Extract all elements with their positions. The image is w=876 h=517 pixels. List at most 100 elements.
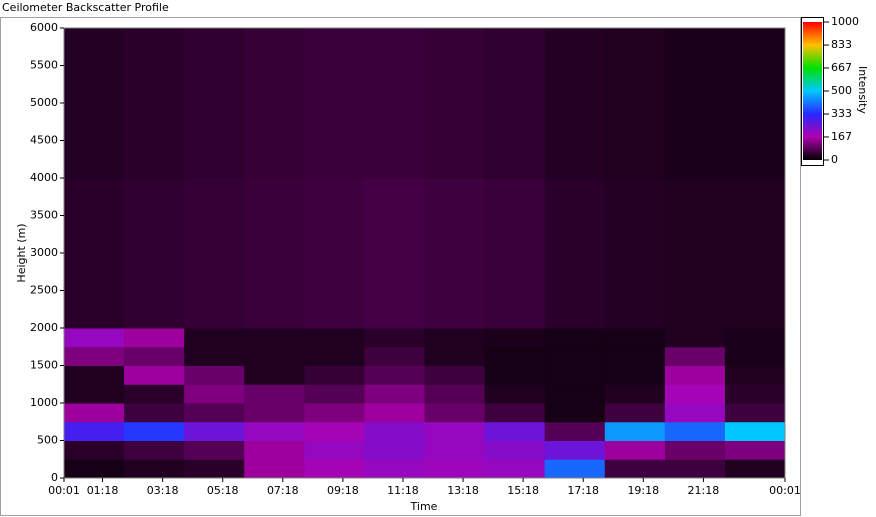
heatmap-cell xyxy=(244,365,305,385)
heatmap-cell xyxy=(484,403,546,423)
heatmap-cell xyxy=(244,440,305,460)
colorbar-tick-label: 333 xyxy=(831,107,852,120)
heatmap-cell xyxy=(484,215,546,235)
heatmap-cell xyxy=(364,121,425,141)
heatmap-cell xyxy=(424,346,486,366)
heatmap-cell xyxy=(124,365,185,385)
x-tick-label: 17:18 xyxy=(567,484,599,497)
heatmap-cell xyxy=(544,328,606,348)
heatmap-cell xyxy=(604,421,666,441)
heatmap-cell xyxy=(664,84,726,104)
heatmap-cell xyxy=(124,140,185,160)
heatmap-cell xyxy=(184,253,245,273)
heatmap-cell xyxy=(664,403,726,423)
heatmap-cell xyxy=(544,421,606,441)
heatmap-cell xyxy=(484,365,546,385)
y-tick-label: 3500 xyxy=(30,209,58,222)
heatmap-cell xyxy=(544,215,606,235)
heatmap-cell xyxy=(544,159,606,179)
heatmap-cell xyxy=(64,384,125,404)
heatmap-cell xyxy=(724,309,786,329)
heatmap-cell xyxy=(544,65,606,85)
heatmap-cell xyxy=(64,121,125,141)
x-tick-label: 03:18 xyxy=(147,484,179,497)
heatmap-cell xyxy=(604,215,666,235)
heatmap-cell xyxy=(724,365,786,385)
heatmap-cell xyxy=(424,440,486,460)
heatmap-cell xyxy=(424,103,486,123)
heatmap-cell xyxy=(604,403,666,423)
heatmap-cell xyxy=(664,215,726,235)
heatmap-cell xyxy=(364,290,425,310)
heatmap-cell xyxy=(664,140,726,160)
heatmap-cell xyxy=(544,290,606,310)
colorbar xyxy=(803,22,822,160)
heatmap-cell xyxy=(184,65,245,85)
heatmap-cell xyxy=(724,234,786,254)
heatmap-cell xyxy=(544,271,606,291)
colorbar-tick-label: 833 xyxy=(831,38,852,51)
heatmap-cell xyxy=(604,309,666,329)
heatmap-cell xyxy=(424,253,486,273)
heatmap-cell xyxy=(64,103,125,123)
heatmap-cell xyxy=(664,346,726,366)
heatmap-cell xyxy=(64,253,125,273)
heatmap-cell xyxy=(484,28,546,48)
heatmap-cell xyxy=(244,403,305,423)
y-tick-label: 5500 xyxy=(30,59,58,72)
heatmap-cell xyxy=(184,103,245,123)
heatmap-cell xyxy=(184,384,245,404)
heatmap-cell xyxy=(304,28,365,48)
heatmap-cell xyxy=(244,28,305,48)
heatmap-cell xyxy=(304,328,365,348)
heatmap-cell xyxy=(724,459,786,479)
y-tick-label: 2000 xyxy=(30,321,58,334)
heatmap-cell xyxy=(724,421,786,441)
x-axis-label: Time xyxy=(410,500,438,513)
heatmap-cell xyxy=(664,196,726,216)
heatmap-cell xyxy=(124,121,185,141)
heatmap-cell xyxy=(124,421,185,441)
x-tick-label: 13:18 xyxy=(447,484,479,497)
heatmap-cell xyxy=(604,121,666,141)
x-tick-label: 09:18 xyxy=(327,484,359,497)
heatmap-cell xyxy=(64,309,125,329)
heatmap-cell xyxy=(64,159,125,179)
heatmap-cell xyxy=(64,234,125,254)
heatmap-cell xyxy=(544,346,606,366)
heatmap-cell xyxy=(424,234,486,254)
heatmap-cell xyxy=(424,121,486,141)
heatmap-cell xyxy=(724,46,786,66)
chart-title: Ceilometer Backscatter Profile xyxy=(2,1,169,14)
heatmap-cell xyxy=(604,271,666,291)
heatmap-cell xyxy=(124,159,185,179)
colorbar-tick-label: 0 xyxy=(831,153,838,166)
heatmap-cell xyxy=(664,234,726,254)
heatmap-cell xyxy=(724,384,786,404)
heatmap-cell xyxy=(664,309,726,329)
heatmap-cell xyxy=(664,459,726,479)
heatmap-cell xyxy=(664,440,726,460)
heatmap-cell xyxy=(124,84,185,104)
heatmap-cell xyxy=(184,440,245,460)
heatmap-cell xyxy=(244,271,305,291)
heatmap-cell xyxy=(604,328,666,348)
colorbar-label: Intensity xyxy=(856,66,869,114)
y-tick-label: 0 xyxy=(51,471,58,484)
heatmap-cell xyxy=(484,346,546,366)
heatmap-cell xyxy=(124,253,185,273)
heatmap-cell xyxy=(184,403,245,423)
heatmap-cell xyxy=(424,384,486,404)
heatmap-cell xyxy=(184,84,245,104)
heatmap-cell xyxy=(64,440,125,460)
x-tick-label: 00:01 xyxy=(769,484,801,497)
heatmap-cell xyxy=(604,178,666,198)
heatmap-cell xyxy=(124,440,185,460)
heatmap-cell xyxy=(544,140,606,160)
heatmap-cell xyxy=(424,215,486,235)
heatmap-cell xyxy=(364,46,425,66)
heatmap-cell xyxy=(484,103,546,123)
heatmap-cell xyxy=(184,46,245,66)
x-tick-label: 07:18 xyxy=(267,484,299,497)
